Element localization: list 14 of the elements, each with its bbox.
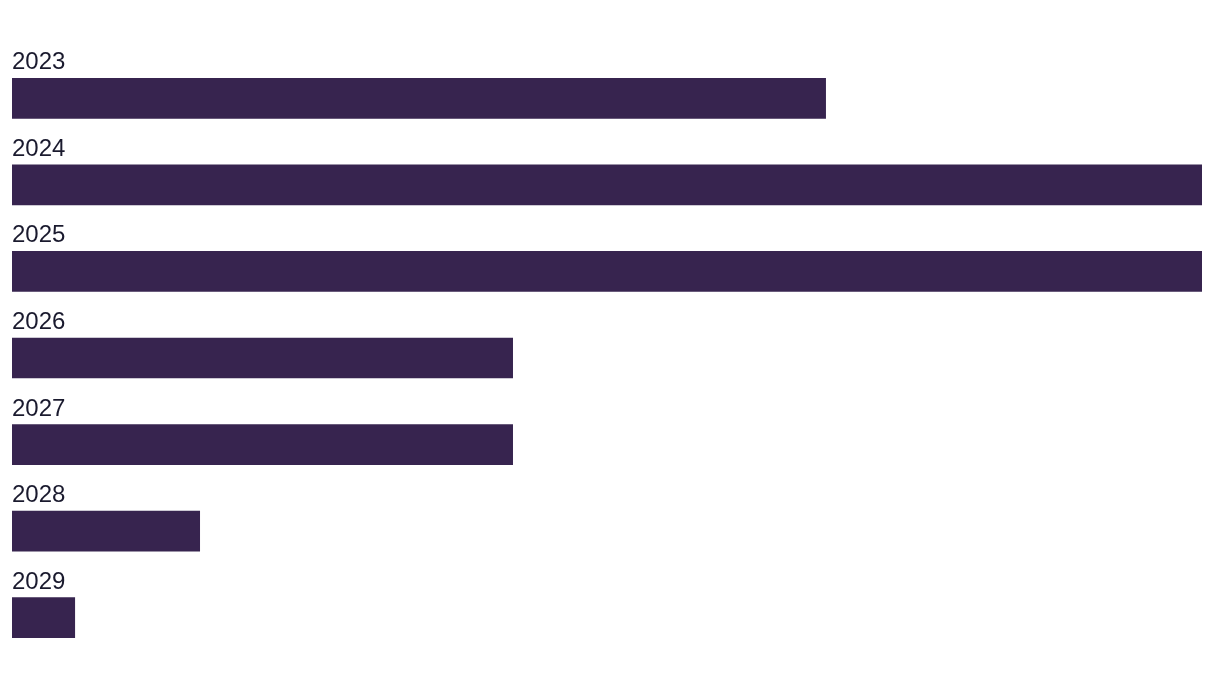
y-tick-label: 2025 xyxy=(12,220,66,248)
bar xyxy=(12,424,513,465)
bar xyxy=(12,78,826,119)
y-tick-label: 2028 xyxy=(12,480,66,508)
y-tick-label: 2023 xyxy=(12,47,66,75)
y-tick-label: 2029 xyxy=(12,566,66,594)
bar xyxy=(12,337,513,379)
bar xyxy=(12,510,201,552)
y-tick-label: 2027 xyxy=(12,393,66,421)
bar xyxy=(12,164,1202,206)
y-tick-label: 2026 xyxy=(12,307,66,334)
bar xyxy=(12,251,1202,292)
y-tick-label: 2024 xyxy=(12,133,66,161)
bar xyxy=(12,597,76,638)
